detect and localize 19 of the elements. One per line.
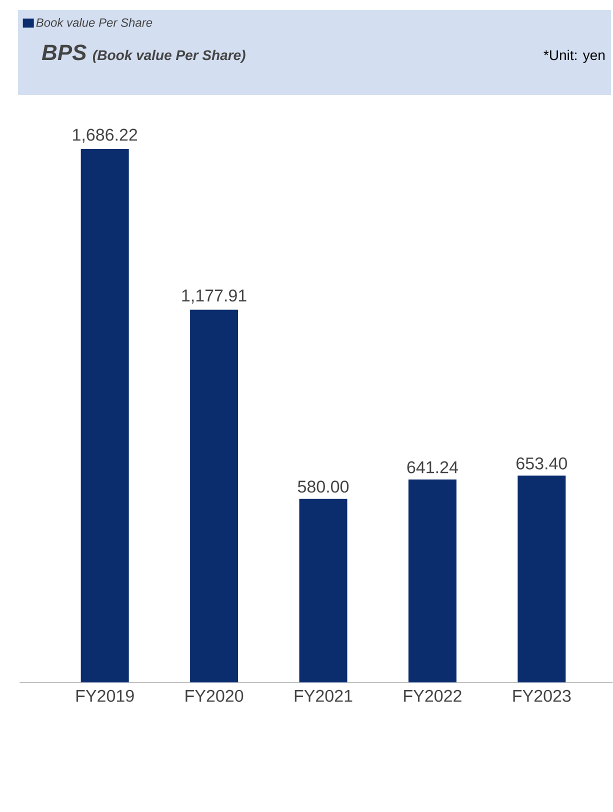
x-tick-label: FY2021 (294, 690, 352, 702)
data-label: 580.00 (298, 480, 349, 493)
data-label: 1,177.91 (182, 290, 246, 304)
x-tick-label: FY2019 (76, 690, 134, 702)
bar (408, 480, 457, 682)
chart-subtitle: (Book value Per Share) (93, 50, 246, 63)
data-label: 653.40 (516, 457, 568, 470)
legend-label: Book value Per Share (36, 18, 152, 27)
bar (190, 310, 238, 682)
bar (299, 498, 348, 682)
chart-title: BPS (42, 44, 87, 60)
x-tick-label: FY2022 (404, 690, 462, 702)
x-tick-label: FY2020 (186, 690, 244, 702)
text: *Unit: yen (544, 50, 605, 63)
bar (518, 476, 566, 682)
x-tick-label: FY2023 (513, 690, 571, 702)
bar (80, 148, 129, 682)
data-label: 1,686.22 (73, 128, 138, 143)
data-label: 641.24 (407, 461, 458, 474)
